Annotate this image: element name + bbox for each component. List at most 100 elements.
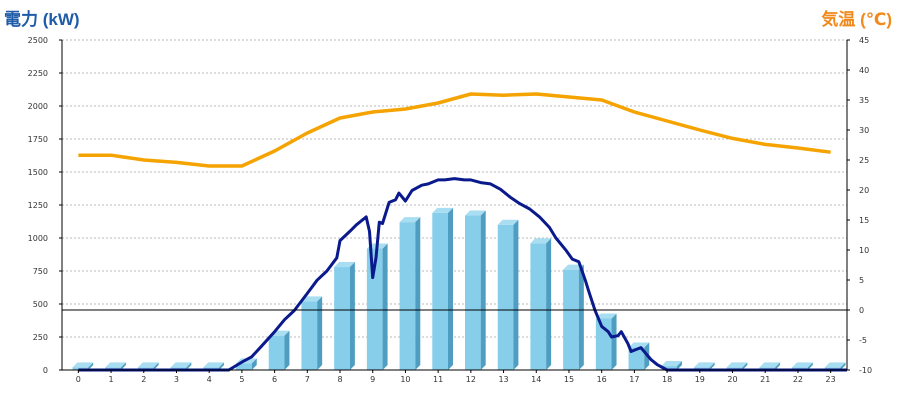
x-tick-label: 16 — [597, 375, 607, 384]
bar-front — [563, 269, 579, 370]
bar-side — [513, 219, 519, 370]
bar-side — [480, 210, 486, 370]
y-right-tick-label: 40 — [859, 66, 869, 75]
bar-side — [447, 207, 453, 370]
x-tick-label: 6 — [272, 375, 277, 384]
bar-top — [628, 342, 650, 348]
x-tick-label: 12 — [466, 375, 476, 384]
bar-15 — [563, 264, 584, 370]
bar-12 — [465, 210, 486, 370]
x-tick-label: 21 — [760, 375, 770, 384]
bar-side — [88, 362, 94, 370]
bar-top — [105, 362, 126, 368]
bar-side — [807, 362, 813, 370]
bar-front — [465, 215, 481, 370]
bar-top — [497, 219, 519, 225]
y-left-tick-label: 2000 — [28, 102, 48, 111]
x-tick-label: 15 — [564, 375, 574, 384]
bar-side — [840, 362, 846, 370]
bar-top — [170, 362, 192, 368]
y-right-tick-label: 20 — [859, 186, 869, 195]
bar-side — [382, 243, 388, 370]
bar-top — [759, 362, 781, 368]
bar-18 — [661, 361, 682, 370]
bar-side — [676, 361, 682, 370]
y-left-tick-label: 2250 — [28, 69, 48, 78]
y-right-tick-label: 0 — [859, 306, 864, 315]
y-left-tick-label: 0 — [43, 366, 48, 375]
bar-9 — [366, 243, 388, 370]
bar-top — [72, 362, 94, 368]
bar-13 — [497, 219, 519, 370]
bar-top — [792, 362, 813, 368]
bar-side — [153, 362, 159, 370]
bar-8 — [334, 262, 355, 370]
y-axis-right-label: 気温 (℃) — [821, 10, 892, 29]
bar-top — [726, 362, 748, 368]
x-tick-label: 10 — [400, 375, 410, 384]
y-right-tick-label: 5 — [859, 276, 864, 285]
x-tick-label: 22 — [793, 375, 803, 384]
bar-side — [742, 362, 748, 370]
bar-top — [137, 362, 159, 368]
x-tick-label: 9 — [370, 375, 375, 384]
bar-front — [432, 212, 448, 370]
bar-side — [611, 313, 617, 370]
bar-side — [186, 362, 192, 370]
x-tick-label: 0 — [76, 375, 81, 384]
y-right-tick-label: 30 — [859, 126, 869, 135]
bar-side — [284, 330, 290, 370]
y-left-tick-label: 1500 — [28, 168, 48, 177]
bar-side — [349, 262, 355, 370]
y-left-tick-label: 1750 — [28, 135, 48, 144]
x-tick-label: 7 — [305, 375, 310, 384]
x-tick-label: 11 — [433, 375, 443, 384]
x-tick-label: 1 — [109, 375, 114, 384]
bar-side — [120, 362, 126, 370]
temperature-line — [78, 92, 831, 168]
bar-top — [824, 362, 846, 368]
bar-side — [546, 238, 552, 370]
x-tick-label: 8 — [337, 375, 342, 384]
power-line — [78, 177, 847, 372]
bar-6 — [268, 330, 290, 370]
bar-side — [317, 296, 323, 370]
bar-top — [399, 217, 421, 223]
bar-side — [219, 362, 225, 370]
bar-side — [709, 362, 715, 370]
bar-7 — [301, 296, 323, 370]
y-right-tick-label: -5 — [859, 336, 867, 345]
bar-top — [334, 262, 355, 268]
bar-front — [334, 267, 350, 370]
bar-top — [693, 362, 715, 368]
bar-11 — [432, 207, 453, 370]
y-axis-left-label: 電力 (kW) — [4, 10, 80, 29]
bar-front — [399, 222, 416, 370]
bar-10 — [399, 217, 421, 370]
bar-14 — [530, 238, 552, 370]
bar-top — [530, 238, 552, 244]
y-left-tick-label: 1000 — [28, 234, 48, 243]
x-tick-label: 4 — [207, 375, 212, 384]
bar-side — [415, 217, 421, 370]
bar-front — [301, 301, 318, 370]
bar-top — [203, 362, 225, 368]
bar-front — [661, 366, 677, 370]
series-lines — [78, 92, 847, 372]
bar-front — [236, 363, 252, 370]
bar-side — [775, 362, 781, 370]
gridlines — [62, 39, 847, 338]
x-tick-label: 17 — [629, 375, 639, 384]
y-left-tick-label: 2500 — [28, 36, 48, 45]
bar-top — [661, 361, 682, 367]
x-tick-label: 3 — [174, 375, 179, 384]
bar-top — [465, 210, 486, 216]
bar-front — [366, 248, 383, 370]
y-left-tick-label: 750 — [33, 267, 48, 276]
bar-top — [563, 264, 584, 270]
bar-side — [251, 358, 257, 370]
y-right-tick-label: 45 — [859, 36, 869, 45]
bar-front — [530, 243, 547, 370]
y-left-tick-label: 250 — [33, 333, 48, 342]
